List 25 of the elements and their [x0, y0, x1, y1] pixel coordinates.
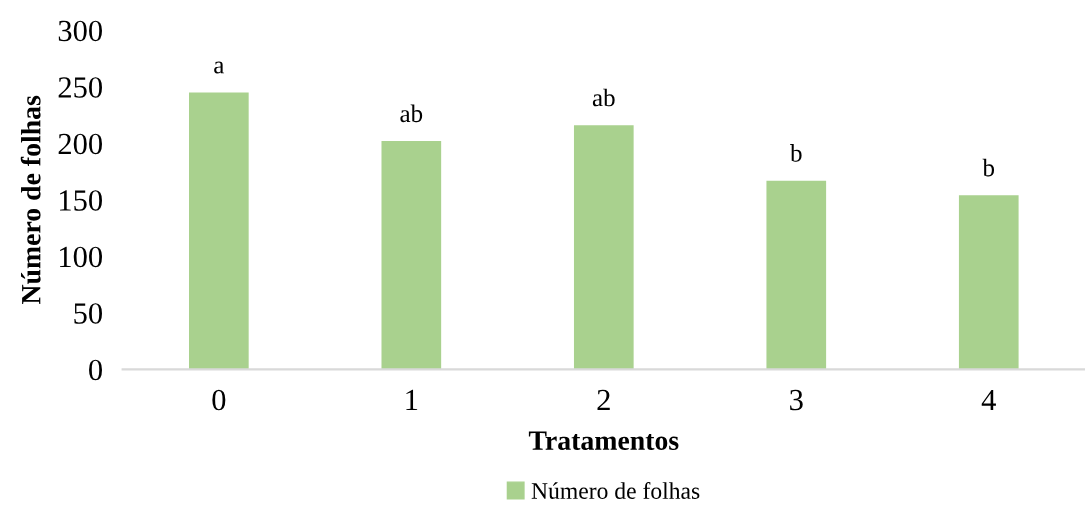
annotation: b	[790, 144, 802, 162]
bar	[189, 92, 249, 370]
y-tick-label: 100	[60, 246, 102, 268]
y-tick-label: 300	[58, 20, 102, 42]
x-tick-label: 4	[981, 389, 996, 411]
annotation: ab	[400, 104, 423, 123]
x-tick-label: 1	[406, 389, 418, 411]
x-axis-title: Tratamentos	[528, 431, 679, 450]
x-tick-label: 3	[790, 389, 803, 411]
annotation: ab	[592, 88, 615, 107]
y-tick-label: 0	[89, 359, 102, 381]
y-tick-label: 200	[58, 133, 102, 155]
x-tick-label: 2	[597, 389, 610, 411]
bar	[381, 141, 442, 370]
annotation: a	[214, 61, 225, 74]
annotation: b	[982, 158, 995, 177]
x-tick-label: 0	[212, 389, 226, 411]
bar	[573, 125, 634, 370]
legend-label: Número de folhas	[531, 482, 700, 499]
y-tick-label: 150	[60, 190, 102, 211]
bar	[958, 195, 1019, 370]
y-tick-label: 250	[58, 77, 102, 98]
y-tick-label: 50	[74, 303, 102, 324]
bar	[766, 180, 827, 370]
y-axis-title: Número de folhas	[20, 95, 41, 305]
